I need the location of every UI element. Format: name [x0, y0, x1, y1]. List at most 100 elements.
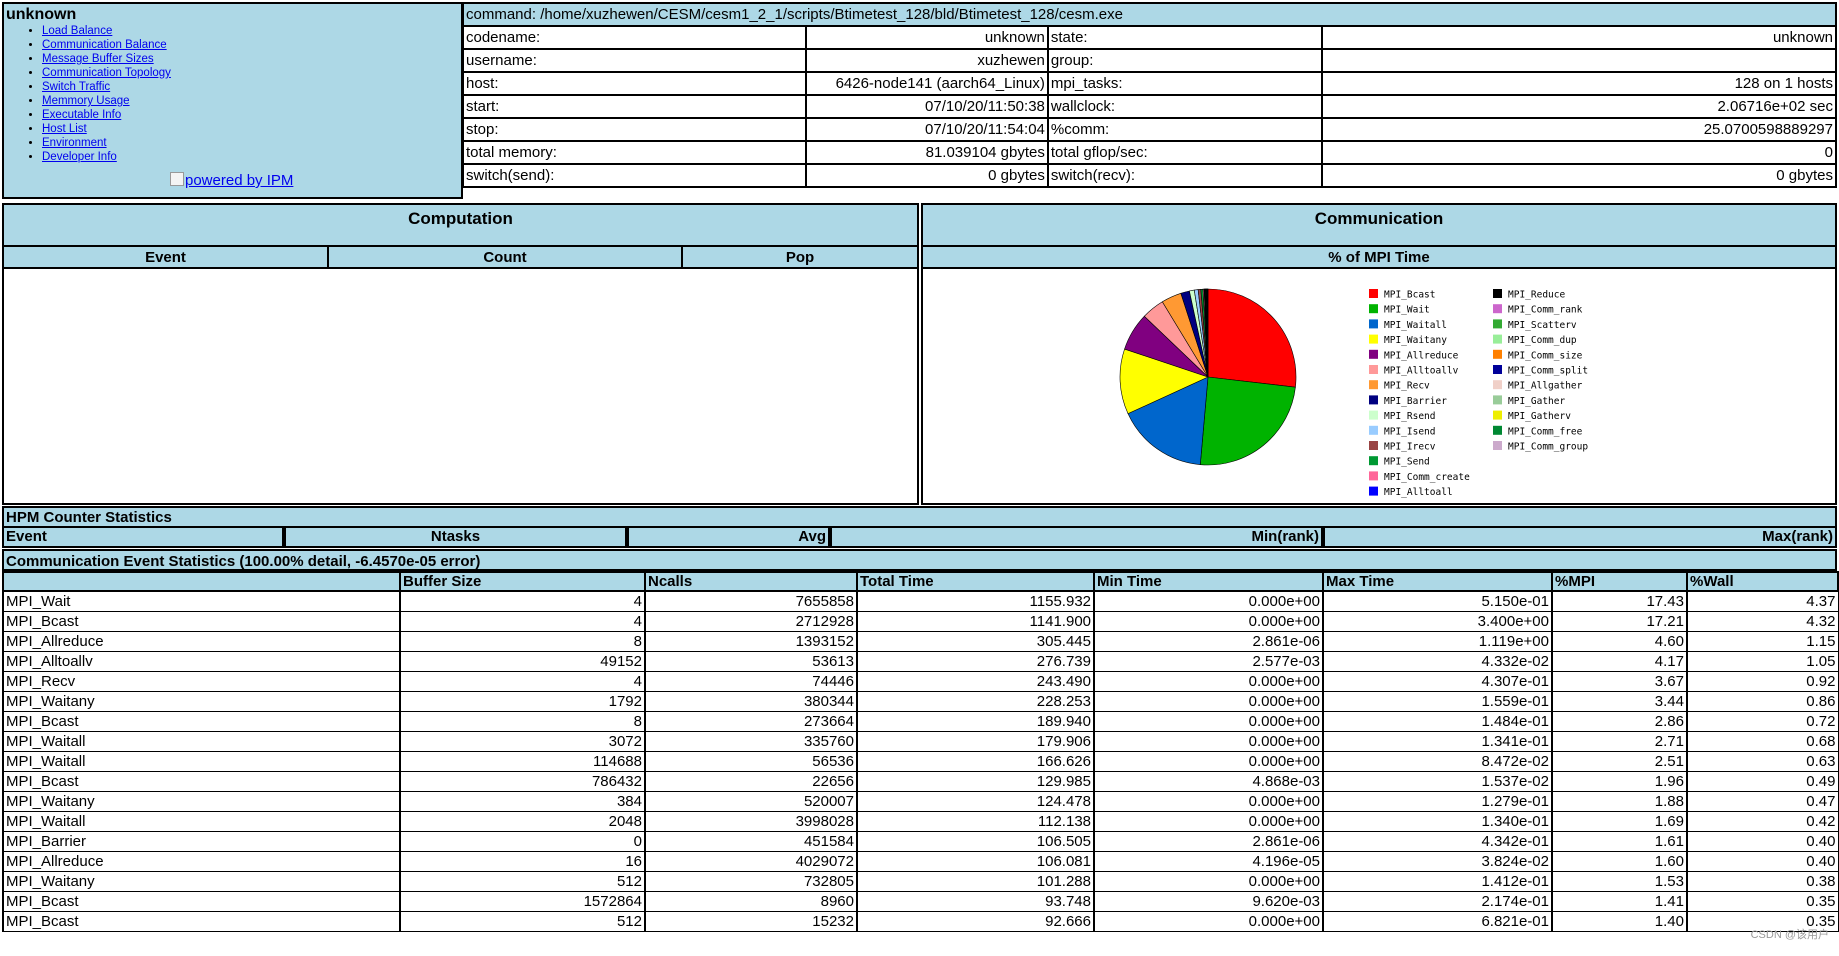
cell-pct-mpi: 2.71 — [1551, 731, 1688, 752]
cell-pct-wall: 0.38 — [1686, 871, 1839, 892]
table-row: MPI_Bcast 1572864 8960 93.748 9.620e-03 2.174… — [2, 891, 1839, 912]
cell-name: MPI_Waitany — [2, 791, 401, 812]
comm-event-stats-title: Communication Event Statistics (100.00% … — [2, 549, 1837, 571]
cell-name: MPI_Waitany — [2, 871, 401, 892]
legend-label: MPI_Comm_rank — [1508, 305, 1583, 316]
powered-by-ipm-link[interactable]: powered by IPM — [170, 172, 293, 189]
link-message-buffer-sizes[interactable]: Message Buffer Sizes — [42, 53, 154, 65]
cell-name: MPI_Waitany — [2, 691, 401, 712]
info-label: %comm: — [1046, 117, 1324, 142]
computation-body — [4, 269, 917, 501]
link-communication-topology[interactable]: Communication Topology — [42, 67, 171, 79]
cell-pct-mpi: 17.43 — [1551, 590, 1688, 612]
nav-item: Message Buffer Sizes — [42, 52, 461, 66]
job-info-table: command: /home/xuzhewen/CESM/cesm1_2_1/s… — [461, 2, 1837, 188]
link-memory-usage[interactable]: Memmory Usage — [42, 95, 130, 107]
cell-pct-mpi: 1.60 — [1551, 851, 1688, 872]
table-row: MPI_Allreduce 16 4029072 106.081 4.196e-05 3.… — [2, 851, 1839, 872]
cell-max-time: 6.821e-01 — [1322, 911, 1553, 932]
col-ncalls: Ncalls — [644, 571, 858, 592]
link-executable-info[interactable]: Executable Info — [42, 109, 122, 121]
cell-total-time: 112.138 — [856, 811, 1095, 832]
link-host-list[interactable]: Host List — [42, 123, 87, 135]
cell-buffer-size: 4 — [399, 611, 646, 632]
cell-name: MPI_Waitall — [2, 751, 401, 772]
legend-label: MPI_Comm_split — [1508, 366, 1588, 377]
legend-label: MPI_Waitany — [1384, 335, 1447, 346]
cell-max-time: 4.307e-01 — [1322, 671, 1553, 692]
communication-title: Communication — [1314, 209, 1444, 228]
legend-label: MPI_Rsend — [1384, 411, 1435, 422]
cell-min-time: 0.000e+00 — [1093, 590, 1324, 612]
powered-text: powered by IPM — [185, 172, 294, 189]
cell-buffer-size: 0 — [399, 831, 646, 852]
info-value: unknown — [805, 25, 1049, 50]
link-environment[interactable]: Environment — [42, 137, 107, 149]
nav-item: Switch Traffic — [42, 80, 461, 94]
cell-min-time: 0.000e+00 — [1093, 711, 1324, 732]
cell-max-time: 1.412e-01 — [1322, 871, 1553, 892]
cell-pct-wall: 0.72 — [1686, 711, 1839, 732]
legend-swatch — [1369, 304, 1378, 314]
info-value: 0 gbytes — [1321, 163, 1837, 188]
cell-buffer-size: 114688 — [399, 751, 646, 772]
cell-buffer-size: 4 — [399, 671, 646, 692]
computation-section: Computation Event Count Pop — [2, 203, 919, 505]
link-developer-info[interactable]: Developer Info — [42, 151, 117, 163]
legend-label: MPI_Isend — [1384, 426, 1435, 437]
cell-max-time: 4.342e-01 — [1322, 831, 1553, 852]
table-row: MPI_Waitany 1792 380344 228.253 0.000e+00 1.5… — [2, 691, 1839, 712]
communication-header-row: % of MPI Time — [923, 245, 1835, 269]
col-count: Count — [329, 247, 683, 267]
nav-item: Executable Info — [42, 108, 461, 122]
cell-total-time: 179.906 — [856, 731, 1095, 752]
cell-min-time: 4.868e-03 — [1093, 771, 1324, 792]
info-label: wallclock: — [1046, 94, 1324, 119]
hpm-header-row: Event Ntasks Avg Min(rank) Max(rank) — [2, 526, 1837, 548]
cell-pct-mpi: 2.86 — [1551, 711, 1688, 732]
table-row: MPI_Wait 4 7655858 1155.932 0.000e+00 5.150e-… — [2, 590, 1839, 612]
cell-pct-wall: 1.15 — [1686, 631, 1839, 652]
info-label: host: — [461, 71, 808, 96]
cell-name: MPI_Recv — [2, 671, 401, 692]
info-value: 0 gbytes — [805, 163, 1049, 188]
legend-label: MPI_Reduce — [1508, 290, 1565, 301]
cell-total-time: 93.748 — [856, 891, 1095, 912]
legend-swatch — [1493, 304, 1502, 314]
nav-item: Load Balance — [42, 24, 461, 38]
cell-total-time: 228.253 — [856, 691, 1095, 712]
link-communication-balance[interactable]: Communication Balance — [42, 39, 167, 51]
legend-swatch — [1369, 456, 1378, 466]
cell-ncalls: 3998028 — [644, 811, 858, 832]
cell-pct-mpi: 2.51 — [1551, 751, 1688, 772]
nav-item: Host List — [42, 122, 461, 136]
link-load-balance[interactable]: Load Balance — [42, 25, 113, 37]
cell-name: MPI_Waitall — [2, 731, 401, 752]
cell-buffer-size: 3072 — [399, 731, 646, 752]
communication-section: Communication % of MPI Time MPI_Bcast MPI… — [921, 203, 1837, 505]
info-label: total gflop/sec: — [1046, 140, 1324, 165]
col-pct-mpi: %MPI — [1551, 571, 1688, 592]
link-switch-traffic[interactable]: Switch Traffic — [42, 81, 111, 93]
info-label: group: — [1046, 48, 1324, 73]
cell-ncalls: 273664 — [644, 711, 858, 732]
cell-buffer-size: 1792 — [399, 691, 646, 712]
info-row: codename: unknown state: unknown — [461, 25, 1837, 50]
nav-item: Developer Info — [42, 150, 461, 164]
cell-pct-wall: 0.47 — [1686, 791, 1839, 812]
cell-ncalls: 451584 — [644, 831, 858, 852]
info-label: stop: — [461, 117, 808, 142]
legend-swatch — [1369, 334, 1378, 344]
nav-item: Communication Balance — [42, 38, 461, 52]
legend-label: MPI_Comm_group — [1508, 442, 1588, 453]
hpm-col-ntasks: Ntasks — [284, 526, 627, 548]
col-total-time: Total Time — [856, 571, 1095, 592]
legend-swatch — [1493, 319, 1502, 329]
cell-pct-mpi: 1.88 — [1551, 791, 1688, 812]
cell-pct-mpi: 1.96 — [1551, 771, 1688, 792]
col-event: Event — [4, 247, 329, 267]
legend-swatch — [1369, 289, 1378, 298]
legend-label: MPI_Alltoall — [1384, 487, 1453, 498]
cell-max-time: 5.150e-01 — [1322, 590, 1553, 612]
info-label: total memory: — [461, 140, 808, 165]
